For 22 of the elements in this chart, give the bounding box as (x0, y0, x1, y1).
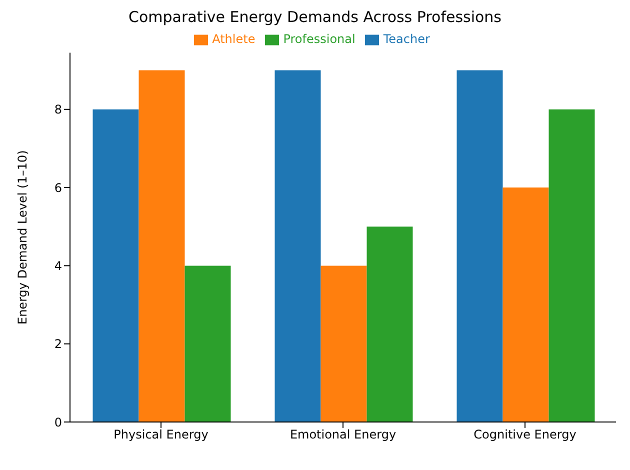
bar (456, 70, 503, 422)
bar (274, 70, 321, 422)
legend-label: Teacher (383, 32, 430, 46)
x-tick-label: Physical Energy (114, 428, 208, 442)
bar (502, 188, 549, 422)
x-tick-label: Emotional Energy (290, 428, 396, 442)
bar (184, 266, 231, 422)
y-tick-label: 4 (54, 258, 62, 273)
bar (138, 70, 185, 422)
y-tick-label: 6 (54, 180, 62, 195)
bar (366, 226, 413, 422)
y-tick-label: 0 (54, 415, 62, 430)
legend-label: Athlete (212, 32, 256, 46)
y-axis-title: Energy Demand Level (1–10) (15, 150, 30, 325)
bar (548, 109, 595, 422)
chart-title: Comparative Energy Demands Across Professions (128, 8, 502, 26)
bar (320, 266, 367, 422)
x-tick-label: Cognitive Energy (474, 428, 576, 442)
y-tick-label: 8 (54, 102, 62, 117)
y-tick-label: 2 (54, 337, 62, 352)
bar (92, 109, 139, 422)
legend-label: Professional (283, 32, 356, 46)
